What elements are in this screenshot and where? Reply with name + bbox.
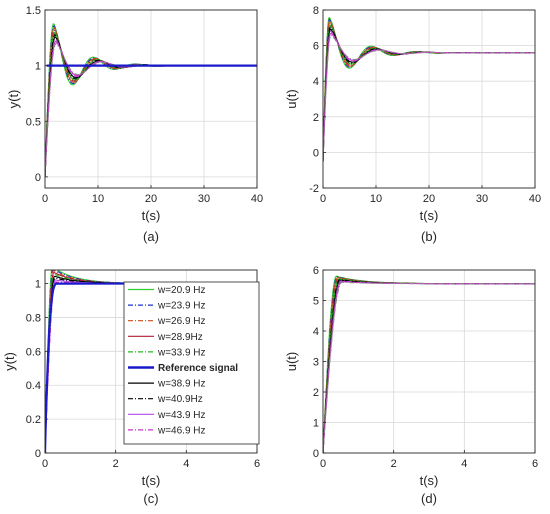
- legend-entry: Reference signal: [158, 363, 238, 374]
- x-tick-label: 6: [532, 458, 538, 470]
- x-tick-label: 10: [92, 193, 104, 205]
- x-tick-label: 0: [320, 193, 326, 205]
- y-tick-label: 6: [313, 41, 319, 53]
- y-tick-label: 0: [35, 172, 41, 184]
- series-group: [323, 16, 535, 162]
- y-axis-label: u(t): [284, 352, 299, 372]
- panel-caption: (b): [421, 229, 437, 244]
- panel-caption: (d): [421, 491, 437, 506]
- x-tick-label: 2: [391, 458, 397, 470]
- panel-c: 0 2 4 600.20.40.60.81t(s)y(t)(c)w=20.9 Hzw=…: [2, 269, 260, 506]
- y-tick-label: 0.5: [26, 116, 41, 128]
- y-tick-label: 0.8: [26, 312, 41, 324]
- x-tick-label: 30: [198, 193, 210, 205]
- y-tick-label: 0.2: [26, 414, 41, 426]
- legend-entry: w=28.9Hz: [157, 332, 203, 343]
- panel-caption: (a): [143, 229, 159, 244]
- x-tick-label: 20: [423, 193, 435, 205]
- y-tick-label: 1: [35, 279, 41, 291]
- x-axis-label: t(s): [142, 208, 161, 223]
- y-tick-label: 0.4: [26, 380, 41, 392]
- x-axis-label: t(s): [142, 473, 161, 488]
- x-tick-label: 0: [42, 193, 48, 205]
- series-line: [323, 281, 535, 453]
- panel-d: 0 2 4 6 0 1 2 3 4 5 6 t(s) u(t) (d): [284, 265, 538, 506]
- y-axis-label: y(t): [6, 90, 21, 109]
- y-axis-label: y(t): [2, 352, 17, 371]
- legend-entry: w=20.9 Hz: [157, 285, 206, 296]
- x-tick-label: 0: [42, 458, 48, 470]
- y-tick-label: 4: [313, 76, 319, 88]
- series-group: [45, 23, 257, 177]
- y-tick-label: 8: [313, 5, 319, 17]
- series-line: [323, 32, 535, 162]
- y-tick-label: 1: [35, 61, 41, 73]
- legend-entry: w=33.9 Hz: [157, 347, 206, 358]
- x-tick-label: 20: [145, 193, 157, 205]
- y-tick-label: 5: [313, 296, 319, 308]
- y-axis-label: u(t): [284, 89, 299, 109]
- y-tick-label: 4: [313, 326, 319, 338]
- legend-entry: w=40.9Hz: [157, 394, 203, 405]
- x-axis-label: t(s): [420, 473, 439, 488]
- y-tick-label: -2: [309, 183, 319, 195]
- panel-a: 0 10 20 30 40 0 0.5 1 1.5 t(s) y(t) (a): [6, 5, 263, 244]
- y-tick-label: 2: [313, 112, 319, 124]
- x-tick-label: 10: [370, 193, 382, 205]
- y-tick-label: 2: [313, 387, 319, 399]
- legend-entry: w=23.9 Hz: [157, 301, 206, 312]
- y-tick-label: 1: [313, 418, 319, 430]
- x-tick-label: 30: [476, 193, 488, 205]
- legend: w=20.9 Hz w=23.9 Hz w=26.9 Hz w=28.9Hz w=33.…: [123, 281, 260, 445]
- y-tick-label: 0: [313, 147, 319, 159]
- panel-caption: (c): [143, 491, 158, 506]
- x-tick-label: 40: [251, 193, 263, 205]
- y-tick-label: 0: [35, 448, 41, 460]
- legend-entry: w=46.9 Hz: [157, 425, 206, 436]
- legend-entry: w=26.9 Hz: [157, 316, 206, 327]
- x-tick-label: 40: [529, 193, 541, 205]
- x-tick-label: 2: [113, 458, 119, 470]
- x-tick-label: 6: [254, 458, 260, 470]
- y-tick-label: 1.5: [26, 5, 41, 17]
- legend-entry: w=38.9 Hz: [157, 379, 206, 390]
- x-tick-label: 4: [183, 458, 189, 470]
- legend-box: [123, 281, 260, 445]
- y-tick-label: 6: [313, 265, 319, 277]
- series-group: [323, 275, 535, 453]
- y-tick-label: 0: [313, 448, 319, 460]
- reference-line: [45, 282, 257, 453]
- y-tick-label: 0.6: [26, 346, 41, 358]
- y-tick-label: 3: [313, 357, 319, 369]
- x-axis-label: t(s): [420, 208, 439, 223]
- x-tick-label: 4: [461, 458, 467, 470]
- legend-entry: w=43.9 Hz: [157, 410, 206, 421]
- x-tick-label: 0: [320, 458, 326, 470]
